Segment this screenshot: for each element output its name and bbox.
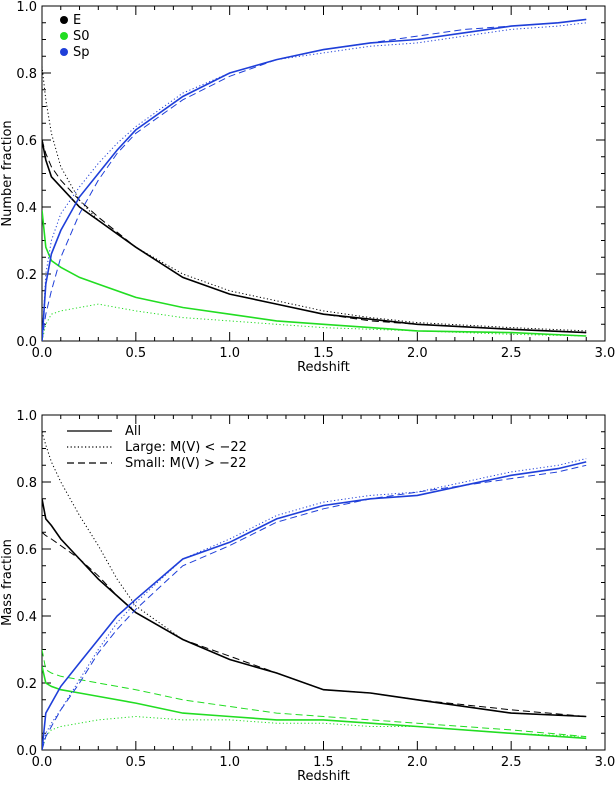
x-tick-label: 1.5 bbox=[313, 755, 334, 770]
series-s0-dotted bbox=[42, 303, 587, 341]
series-e-dotted bbox=[42, 431, 587, 717]
y-tick-label: 0.2 bbox=[16, 268, 37, 283]
y-tick-label: 0.6 bbox=[16, 134, 37, 149]
series-s0-dotted bbox=[42, 715, 587, 750]
series-sp-dashed bbox=[42, 18, 587, 341]
y-axis-label: Mass fraction bbox=[0, 539, 15, 626]
y-axis-label: Number fraction bbox=[0, 120, 15, 226]
series-s0-solid bbox=[42, 210, 587, 337]
legend-label: Small: M(V) > −22 bbox=[125, 456, 246, 471]
series-e-dashed bbox=[42, 531, 587, 717]
series-s0-dashed bbox=[42, 649, 587, 738]
series-e-dashed bbox=[42, 139, 587, 334]
chart-panel-1: 0.0 0.5 1.0 1.5 2.0 2.5 3.0 0.0 0.2 0.4 0.6 0.8 1.0 R… bbox=[0, 0, 615, 375]
x-axis-label: Redshift bbox=[297, 769, 350, 784]
y-tick-label: 0.0 bbox=[16, 335, 37, 350]
y-tick-label: 0.4 bbox=[16, 610, 37, 625]
y-tick-label: 0.2 bbox=[16, 677, 37, 692]
y-tick-label: 1.0 bbox=[16, 0, 37, 15]
chart-panel-2: 0.0 0.5 1.0 1.5 2.0 2.5 3.0 0.0 0.2 0.4 0.6 0.8 1.0 R… bbox=[0, 409, 615, 784]
y-tick-label: 0.6 bbox=[16, 543, 37, 558]
x-tick-label: 0.0 bbox=[32, 346, 53, 361]
x-tick-label: 3.0 bbox=[595, 755, 615, 770]
x-tick-label: 1.0 bbox=[219, 755, 240, 770]
legend-label: Large: M(V) < −22 bbox=[125, 440, 247, 455]
x-tick-label: 0.0 bbox=[32, 755, 53, 770]
x-tick-label: 2.5 bbox=[501, 755, 522, 770]
y-tick-label: 1.0 bbox=[16, 409, 37, 424]
series-sp-solid bbox=[42, 461, 587, 750]
x-tick-label: 1.0 bbox=[219, 346, 240, 361]
series-sp-solid bbox=[42, 18, 587, 341]
x-axis-label: Redshift bbox=[297, 360, 350, 375]
legend-marker-sp bbox=[60, 48, 68, 56]
legend-label: E bbox=[73, 13, 81, 28]
y-tick-label: 0.4 bbox=[16, 201, 37, 216]
legend-label: Sp bbox=[73, 45, 90, 60]
x-tick-label: 0.5 bbox=[125, 755, 146, 770]
series-e-solid bbox=[42, 498, 587, 718]
y-tick-label: 0.8 bbox=[16, 476, 37, 491]
y-tick-label: 0.8 bbox=[16, 67, 37, 82]
x-tick-label: 2.0 bbox=[407, 346, 428, 361]
series-s0-solid bbox=[42, 666, 587, 740]
x-tick-label: 3.0 bbox=[595, 346, 615, 361]
series-sp-dashed bbox=[42, 464, 587, 750]
x-tick-label: 0.5 bbox=[125, 346, 146, 361]
series-sp-dotted bbox=[42, 458, 587, 750]
series-e-dotted bbox=[42, 66, 587, 332]
plot-frame bbox=[41, 5, 606, 342]
series-sp-dotted bbox=[42, 22, 587, 341]
legend-marker-s0 bbox=[60, 32, 68, 40]
y-tick-label: 0.0 bbox=[16, 744, 37, 759]
x-tick-label: 2.5 bbox=[501, 346, 522, 361]
legend-label: All bbox=[125, 424, 141, 439]
series-e-solid bbox=[42, 139, 587, 334]
x-tick-label: 1.5 bbox=[313, 346, 334, 361]
legend-label: S0 bbox=[73, 29, 90, 44]
x-tick-label: 2.0 bbox=[407, 755, 428, 770]
legend-marker-e bbox=[60, 16, 68, 24]
